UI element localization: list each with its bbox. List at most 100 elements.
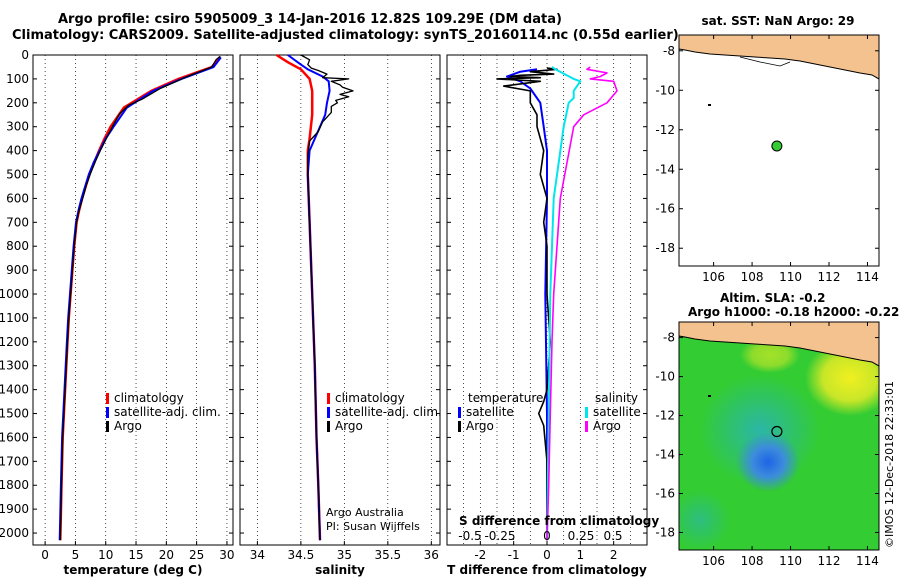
y-tick-label: 2000 (0, 526, 29, 540)
map-y-tick-label: -18 (655, 241, 675, 255)
x-tick-label: 5 (72, 548, 80, 562)
map-x-tick-label: 108 (741, 270, 764, 284)
s-diff-tick-label: 0.5 (603, 529, 622, 543)
x-tick-label: 10 (98, 548, 113, 562)
legend-label: satellite-adj. clim. (114, 405, 221, 419)
legend-swatch (106, 393, 109, 404)
map-x-tick-label: 112 (818, 270, 841, 284)
x-tick-label: 15 (128, 548, 143, 562)
map-y-tick-label: -14 (655, 162, 675, 176)
argo-float-marker (771, 140, 783, 152)
y-tick-label: 1400 (0, 383, 29, 397)
map-y-tick-label: -14 (655, 448, 675, 462)
map-y-tick-label: -8 (663, 331, 675, 345)
temp-diff-argo-line (496, 67, 558, 541)
s-diff-tick-label: 0 (543, 529, 551, 543)
figure-title-line-2: Climatology: CARS2009. Satellite-adjuste… (12, 28, 679, 43)
y-tick-label: 500 (6, 168, 29, 182)
map-y-tick-label: -8 (663, 44, 675, 58)
y-tick-label: 1000 (0, 287, 29, 301)
sal-diff-satellite-line (546, 66, 582, 541)
legend-swatch (458, 421, 461, 432)
legend-swatch (585, 421, 588, 432)
temp-diff-satellite-line (506, 68, 548, 541)
legend-swatch (327, 393, 330, 404)
christmas-island-sla (708, 395, 711, 397)
y-tick-label: 400 (6, 144, 29, 158)
x-axis-label: temperature (deg C) (64, 563, 203, 577)
map-x-tick-label: 106 (702, 270, 725, 284)
map-x-tick-label: 106 (702, 554, 725, 568)
y-tick-label: 600 (6, 191, 29, 205)
x-tick-label: -1 (508, 548, 520, 562)
y-tick-label: 900 (6, 263, 29, 277)
x-tick-label: 34.5 (288, 548, 315, 562)
map-x-tick-label: 110 (779, 554, 802, 568)
legend-label: satellite (466, 405, 514, 419)
sla-map-title-2: Argo h1000: -0.18 h2000: -0.22 (688, 305, 899, 319)
y-tick-label: 1600 (0, 430, 29, 444)
x-tick-label: 2 (610, 548, 618, 562)
axes-frame (239, 54, 441, 546)
sla-cyan-patch-2 (679, 490, 730, 550)
x-axis-label: T difference from climatology (447, 563, 647, 577)
credit-argo-australia: Argo Australia (326, 506, 404, 519)
x-tick-label: 20 (159, 548, 174, 562)
x-tick-label: 35 (337, 548, 352, 562)
legend-label: Argo (335, 419, 363, 433)
legend-label: Argo (466, 419, 494, 433)
x-tick-label: 30 (219, 548, 234, 562)
map-x-tick-label: 112 (818, 554, 841, 568)
legend-swatch (106, 421, 109, 432)
legend-label: climatology (335, 391, 405, 405)
argo-float-marker-sla (771, 425, 783, 438)
imos-credit: ©IMOS 12-Dec-2018 22:33:01 (883, 381, 896, 548)
legend-label: climatology (114, 391, 184, 405)
sal-argo-line (300, 54, 354, 541)
sla-map: 106 108 110 112 114 -8 -10 -12 -14 -16 -18 (655, 321, 880, 568)
java-coastline-land-sla (679, 322, 879, 367)
y-tick-label: 200 (6, 96, 29, 110)
sst-map: 106 108 110 112 114 -8 -10 -12 -14 -16 -18 (655, 34, 880, 284)
x-tick-label: 34 (250, 548, 265, 562)
sla-low-blue (736, 432, 800, 492)
salinity-panel: 34 34.5 35 35.5 36 salinity climatologysatelli… (239, 53, 442, 577)
y-tick-label: 1200 (0, 335, 29, 349)
christmas-island (708, 104, 711, 106)
figure-title-line-1: Argo profile: csiro 5905009_3 14-Jan-201… (58, 12, 562, 27)
map-y-tick-label: -16 (655, 202, 675, 216)
map-x-tick-label: 110 (779, 270, 802, 284)
legend-swatch (458, 407, 461, 418)
credit-pi: PI: Susan Wijffels (326, 520, 420, 533)
java-coastline-outline (739, 56, 791, 67)
map-y-tick-label: -18 (655, 525, 675, 539)
y-tick-label: 1300 (0, 359, 29, 373)
legend-label: satellite (593, 405, 641, 419)
x-tick-label: 0 (543, 548, 551, 562)
x-tick-label: -2 (474, 548, 486, 562)
legend-swatch (106, 407, 109, 418)
x-tick-label: 36 (424, 548, 439, 562)
y-tick-label: 1700 (0, 454, 29, 468)
java-coastline-land (679, 35, 879, 80)
map-y-tick-label: -12 (655, 123, 675, 137)
difference-panel: -2 -1 0 1 2T difference from climatology temp… (446, 54, 659, 577)
y-tick-label: 1500 (0, 407, 29, 421)
map-y-tick-label: -16 (655, 486, 675, 500)
legend-swatch (327, 421, 330, 432)
s-diff-axis-label: S difference from climatology (459, 514, 659, 528)
temperature-panel: 0 5 10 15 20 25 30 temperature (deg C) 0 100 200 30… (0, 48, 235, 577)
y-tick-label: 1900 (0, 502, 29, 516)
x-tick-label: 1 (577, 548, 585, 562)
y-tick-label: 0 (21, 48, 29, 62)
s-diff-tick-label: 0.25 (568, 529, 595, 543)
sla-map-title-1: Altim. SLA: -0.2 (720, 291, 826, 305)
sal-diff-argo-line (546, 66, 618, 541)
y-tick-label: 1800 (0, 478, 29, 492)
s-diff-tick-label: -0.25 (484, 529, 515, 543)
axes-frame (32, 54, 234, 546)
map-y-tick-label: -12 (655, 409, 675, 423)
legend-title-salinity: salinity (595, 391, 638, 405)
y-tick-label: 800 (6, 239, 29, 253)
